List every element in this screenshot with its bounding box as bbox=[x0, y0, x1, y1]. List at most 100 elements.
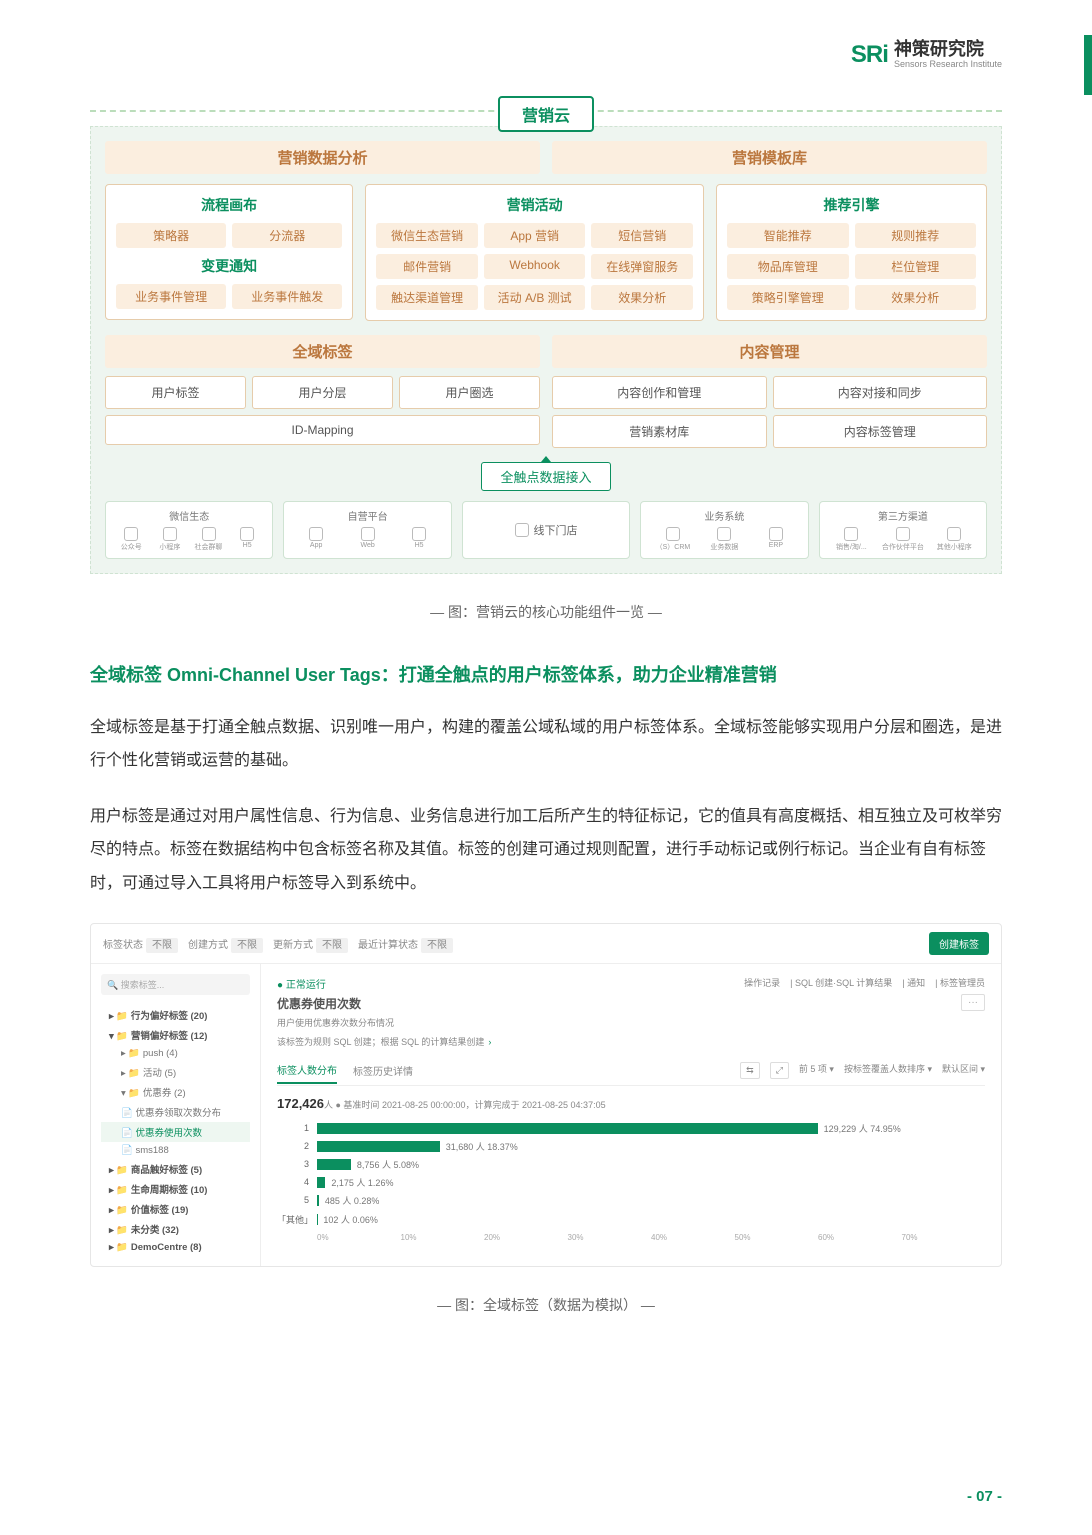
seg-wide: ID-Mapping bbox=[105, 415, 540, 445]
seg-cell: 用户分层 bbox=[252, 376, 393, 409]
brand-en: Sensors Research Institute bbox=[894, 60, 1002, 70]
tree-item[interactable]: 📄 优惠券使用次数 bbox=[101, 1122, 250, 1142]
tree-item[interactable]: ▾ 📁 营销偏好标签 (12) bbox=[101, 1025, 250, 1045]
axis-tick: 60% bbox=[818, 1233, 902, 1242]
channel-box: 第三方渠道销售/淘/...合作伙伴平台其他小程序 bbox=[819, 501, 987, 559]
cell: 微信生态营销 bbox=[376, 223, 478, 248]
tree-item[interactable]: ▸ 📁 生命周期标签 (10) bbox=[101, 1179, 250, 1199]
arch-col2: 营销活动 微信生态营销App 营销短信营销邮件营销Webhook在线弹窗服务触达… bbox=[365, 184, 704, 321]
tool-sel[interactable]: 前 5 项 ▾ bbox=[799, 1062, 834, 1079]
bar-row: 42,175 人 1.26% bbox=[277, 1177, 985, 1188]
sql-note: 该标签为规则 SQL 创建；根据 SQL 的计算结果创建› bbox=[277, 1035, 985, 1048]
brand-cn: 神策研究院 bbox=[894, 40, 1002, 60]
tab-2[interactable]: 标签历史详情 bbox=[353, 1063, 413, 1078]
channel-box: 自营平台AppWebH5 bbox=[283, 501, 451, 559]
access-label: 全触点数据接入 bbox=[481, 462, 610, 491]
filter[interactable]: 标签状态不限 bbox=[103, 936, 178, 951]
section-heading: 全域标签 Omni-Channel User Tags：打通全触点的用户标签体系… bbox=[90, 662, 1002, 689]
seg-cell: 内容对接和同步 bbox=[773, 376, 988, 409]
tree-item[interactable]: ▸ 📁 未分类 (32) bbox=[101, 1219, 250, 1239]
cell: 策略引擎管理 bbox=[727, 285, 848, 310]
arch-title: 营销云 bbox=[498, 96, 594, 132]
filter[interactable]: 创建方式不限 bbox=[188, 936, 263, 951]
filter[interactable]: 最近计算状态不限 bbox=[358, 936, 453, 951]
body-p2: 用户标签是通过对用户属性信息、行为信息、业务信息进行加工后所产生的特征标记，它的… bbox=[90, 800, 1002, 901]
col3-t: 推荐引擎 bbox=[727, 195, 976, 215]
cell: 业务事件触发 bbox=[232, 284, 342, 309]
tree-item[interactable]: ▸ 📁 行为偏好标签 (20) bbox=[101, 1005, 250, 1025]
cell: 物品库管理 bbox=[727, 254, 848, 279]
seg-cell: 营销素材库 bbox=[552, 415, 767, 448]
cell: 业务事件管理 bbox=[116, 284, 226, 309]
tree-item[interactable]: ▾ 📁 优惠券 (2) bbox=[101, 1082, 250, 1102]
col1-t2: 变更通知 bbox=[116, 256, 342, 276]
cell: 策略器 bbox=[116, 223, 226, 248]
axis-tick: 20% bbox=[484, 1233, 568, 1242]
caption-1: — 图：营销云的核心功能组件一览 — bbox=[90, 602, 1002, 622]
cell: App 营销 bbox=[484, 223, 586, 248]
data-access: 全触点数据接入 bbox=[105, 462, 987, 491]
search-input[interactable]: 🔍 搜索标签... bbox=[101, 974, 250, 995]
arch-head2-2: 内容管理 bbox=[552, 335, 987, 368]
top-link[interactable]: | 通知 bbox=[902, 976, 925, 989]
cell: 效果分析 bbox=[855, 285, 976, 310]
cell: 效果分析 bbox=[591, 285, 693, 310]
top-link[interactable]: | 标签管理员 bbox=[935, 976, 985, 989]
tree-item[interactable]: ▸ 📁 价值标签 (19) bbox=[101, 1199, 250, 1219]
count-line: 172,426人 ● 基准时间 2021-08-25 00:00:00，计算完成… bbox=[277, 1096, 985, 1111]
bar-row: 231,680 人 18.37% bbox=[277, 1141, 985, 1152]
tree-item[interactable]: ▸ 📁 活动 (5) bbox=[101, 1062, 250, 1082]
seg-cell: 用户标签 bbox=[105, 376, 246, 409]
channel-box: 业务系统（S）CRM业务数据ERP bbox=[640, 501, 808, 559]
arch-diagram: 营销云 营销数据分析 营销模板库 流程画布 策略器 分流器 变更通知 业务事件管… bbox=[90, 110, 1002, 574]
top-link[interactable]: 操作记录 bbox=[744, 976, 780, 989]
cell: 分流器 bbox=[232, 223, 342, 248]
col1-t1: 流程画布 bbox=[116, 195, 342, 215]
bar-row: 「其他」102 人 0.06% bbox=[277, 1213, 985, 1226]
arch-head-1: 营销数据分析 bbox=[105, 141, 540, 174]
axis-tick: 50% bbox=[735, 1233, 819, 1242]
seg-cell: 内容标签管理 bbox=[773, 415, 988, 448]
tree-item[interactable]: ▸ 📁 push (4) bbox=[101, 1045, 250, 1062]
col2-t: 营销活动 bbox=[376, 195, 693, 215]
bar-row: 38,756 人 5.08% bbox=[277, 1159, 985, 1170]
top-link[interactable]: | SQL 创建·SQL 计算结果 bbox=[790, 976, 892, 989]
tree-item[interactable]: ▸ 📁 DemoCentre (8) bbox=[101, 1239, 250, 1256]
main-title: 优惠券使用次数 bbox=[277, 995, 985, 1012]
tree-item[interactable]: 📄 sms188 bbox=[101, 1142, 250, 1159]
arch-col3: 推荐引擎 智能推荐规则推荐物品库管理栏位管理策略引擎管理效果分析 bbox=[716, 184, 987, 321]
cell: 触达渠道管理 bbox=[376, 285, 478, 310]
main-sub: 用户使用优惠券次数分布情况 bbox=[277, 1016, 985, 1029]
bar-row: 1129,229 人 74.95% bbox=[277, 1123, 985, 1134]
seg-cell: 用户圈选 bbox=[399, 376, 540, 409]
tool-icon[interactable]: ⤢ bbox=[770, 1062, 789, 1079]
axis-tick: 30% bbox=[568, 1233, 652, 1242]
new-tag-button[interactable]: 创建标签 bbox=[929, 932, 989, 955]
cell: 邮件营销 bbox=[376, 254, 478, 279]
more-menu[interactable]: ··· bbox=[961, 994, 985, 1011]
channel-box: 微信生态公众号小程序社会群聊H5 bbox=[105, 501, 273, 559]
bar-row: 5485 人 0.28% bbox=[277, 1195, 985, 1206]
brand-logo: SRi bbox=[851, 41, 888, 69]
axis-tick: 10% bbox=[401, 1233, 485, 1242]
tool-sel[interactable]: 按标签覆盖人数排序 ▾ bbox=[844, 1062, 932, 1079]
tab-1[interactable]: 标签人数分布 bbox=[277, 1062, 337, 1084]
axis-tick: 40% bbox=[651, 1233, 735, 1242]
tool-icon[interactable]: ⇆ bbox=[740, 1062, 760, 1079]
channel-box: 线下门店 bbox=[462, 501, 630, 559]
brand-header: SRi 神策研究院 Sensors Research Institute bbox=[90, 40, 1002, 70]
cell: 栏位管理 bbox=[855, 254, 976, 279]
tree-item[interactable]: 📄 优惠券领取次数分布 bbox=[101, 1102, 250, 1122]
axis-tick: 0% bbox=[317, 1233, 401, 1242]
tree-item[interactable]: ▸ 📁 商品触好标签 (5) bbox=[101, 1159, 250, 1179]
axis-tick: 70% bbox=[902, 1233, 986, 1242]
filter[interactable]: 更新方式不限 bbox=[273, 936, 348, 951]
cell: 在线弹窗服务 bbox=[591, 254, 693, 279]
arch-head2-1: 全域标签 bbox=[105, 335, 540, 368]
caption-2: — 图：全域标签（数据为模拟） — bbox=[90, 1295, 1002, 1315]
cell: 活动 A/B 测试 bbox=[484, 285, 586, 310]
tool-sel[interactable]: 默认区间 ▾ bbox=[942, 1062, 985, 1079]
arch-col1: 流程画布 策略器 分流器 变更通知 业务事件管理 业务事件触发 bbox=[105, 184, 353, 320]
page-number: - 07 - bbox=[967, 1488, 1002, 1505]
seg-cell: 内容创作和管理 bbox=[552, 376, 767, 409]
